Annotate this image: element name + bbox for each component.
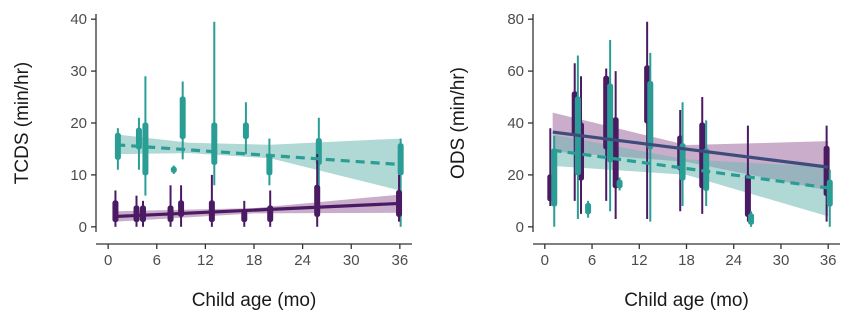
range-box-teal (748, 213, 755, 225)
range-box-teal (397, 143, 404, 176)
x-tick-label: 0 (104, 252, 112, 269)
y-tick-label: 40 (507, 115, 524, 132)
x-tick-label: 30 (343, 252, 360, 269)
range-box-teal (826, 179, 833, 207)
x-tick-label: 0 (541, 252, 549, 269)
range-box-teal (607, 83, 614, 163)
x-tick-label: 18 (678, 252, 695, 269)
x-axis-title: Child age (mo) (192, 290, 317, 311)
range-box-purple (112, 200, 119, 223)
x-tick-label: 6 (588, 252, 596, 269)
trend-line-teal (552, 148, 829, 190)
range-box-teal (179, 96, 186, 140)
range-box-teal (266, 153, 273, 176)
range-box-teal (585, 202, 592, 215)
x-tick-label: 36 (820, 252, 837, 269)
panel-ods: 0 20 40 60 80 0 6 12 18 24 30 36 Child age (mo) ODS (… (448, 11, 840, 311)
trend-line-purple (552, 130, 829, 169)
y-tick-label: 20 (507, 167, 524, 184)
x-tick-label: 36 (392, 252, 409, 269)
x-tick-label: 24 (725, 252, 742, 269)
y-tick-label: 10 (70, 167, 87, 184)
confidence-band-purple (116, 194, 400, 222)
x-tick-label: 12 (197, 252, 214, 269)
confidence-band-teal (116, 134, 400, 191)
range-box-purple (314, 184, 321, 217)
range-box-purple (612, 117, 619, 189)
range-box-teal (616, 179, 623, 189)
y-axis-title: ODS (min/hr) (448, 67, 469, 179)
x-tick-label: 12 (631, 252, 648, 269)
range-box-teal (170, 166, 177, 173)
trend-line-teal (116, 143, 400, 167)
y-tick-label: 60 (507, 63, 524, 80)
range-box-teal (551, 148, 558, 207)
y-tick-label: 0 (516, 219, 524, 236)
range-box-teal (142, 122, 149, 176)
range-box-teal (135, 127, 142, 150)
x-tick-label: 6 (153, 252, 161, 269)
confidence-band-teal (552, 134, 829, 217)
x-tick-label: 18 (246, 252, 263, 269)
y-tick-label: 20 (70, 115, 87, 132)
x-axis-title: Child age (mo) (624, 290, 749, 311)
y-tick-label: 80 (507, 11, 524, 28)
range-box-teal (211, 122, 218, 166)
range-box-teal (679, 143, 686, 181)
x-tick-label: 30 (773, 252, 790, 269)
range-box-teal (647, 80, 654, 150)
y-tick-label: 0 (79, 219, 87, 236)
range-box-teal (242, 122, 249, 140)
y-tick-label: 40 (70, 11, 87, 28)
range-box-purple (744, 174, 751, 217)
panel-tcds: 0 10 20 30 40 0 6 12 18 24 30 36 Child age (mo) TCDS … (12, 11, 412, 311)
trend-line-purple (116, 201, 400, 219)
x-tick-label: 24 (294, 252, 311, 269)
range-box-purple (241, 210, 248, 223)
y-axis-title: TCDS (min/hr) (12, 62, 33, 184)
y-tick-label: 30 (70, 63, 87, 80)
